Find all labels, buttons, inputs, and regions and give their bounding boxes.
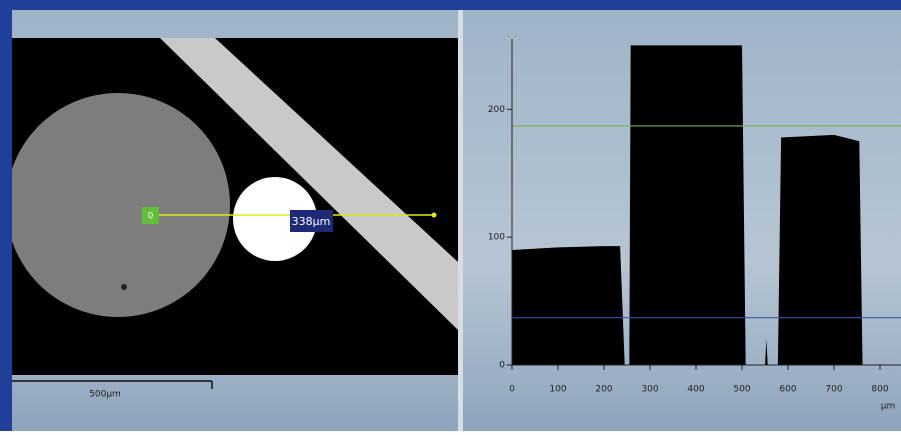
x-tick-label: 600 (779, 385, 796, 395)
measure-label: 338µm (292, 215, 331, 228)
y-tick-label: 0 (499, 361, 505, 371)
micrograph: 0 338µm (6, 38, 458, 375)
speck (121, 284, 127, 290)
x-tick-label: 800 (871, 385, 888, 395)
x-tick-label: 500 (733, 385, 750, 395)
x-tick-label: 700 (825, 385, 842, 395)
x-tick-label: 0 (509, 385, 515, 395)
x-tick-label: 200 (595, 385, 612, 395)
handle-label: 0 (148, 212, 154, 222)
x-axis-label: µm (881, 402, 896, 412)
x-tick-label: 100 (549, 385, 566, 395)
separator (458, 10, 463, 431)
x-tick-label: 300 (641, 385, 658, 395)
measure-end (432, 213, 437, 218)
grey-disc (6, 93, 230, 317)
y-tick-label: 100 (488, 233, 505, 243)
x-tick-label: 400 (687, 385, 704, 395)
scale-label: 500µm (89, 390, 121, 400)
y-tick-label: 200 (488, 105, 505, 115)
screenshot: 0 338µm 500µm µm 0 100 200 0 100 200 300 400 500… (0, 0, 901, 431)
